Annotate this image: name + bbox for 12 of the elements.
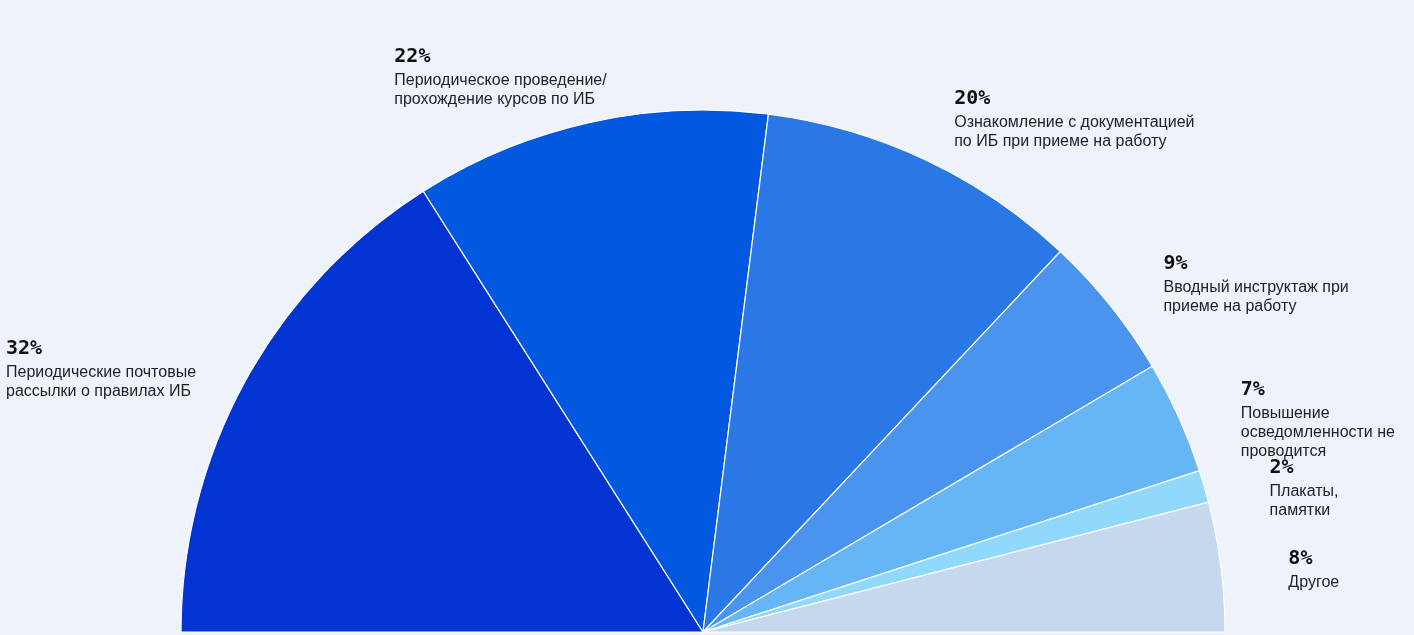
data-label: 9% (1163, 250, 1188, 275)
data-label: 22% (394, 43, 431, 68)
slice-label: Ознакомление с документацией по ИБ при приеме на работу (954, 113, 1195, 150)
data-label: 7% (1240, 376, 1265, 401)
slice-label: Плакаты, памятки (1269, 482, 1339, 519)
slice-label: Периодические почтовые рассылки о правилах ИБ (5, 362, 197, 399)
slice-label: Другое (1288, 573, 1340, 591)
data-label: 20% (954, 85, 991, 110)
slice-label: Периодическое проведение/ прохождение курсов по ИБ (394, 71, 608, 108)
slice-label: Вводный инструктаж при приеме на работу (1163, 278, 1349, 315)
data-label: 8% (1288, 545, 1313, 570)
data-label: 32% (5, 334, 43, 359)
